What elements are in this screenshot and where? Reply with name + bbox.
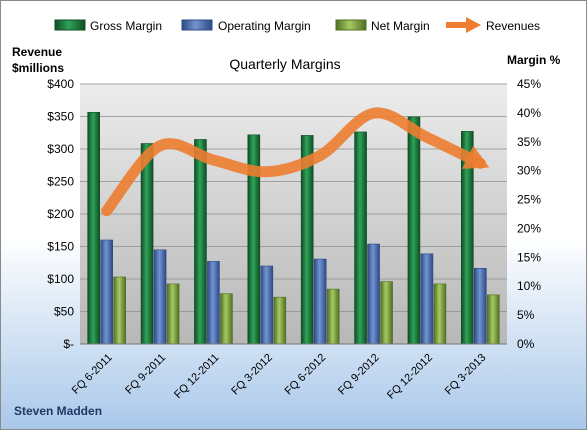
bar-gross-margin xyxy=(88,112,100,344)
bar-net-margin xyxy=(434,284,446,344)
right-tick-label: 25% xyxy=(517,193,541,207)
company-label: Steven Madden xyxy=(14,404,102,418)
right-tick-label: 20% xyxy=(517,221,541,235)
left-axis-title-line2: $millions xyxy=(12,61,64,75)
legend-swatch-operating-margin xyxy=(182,20,212,30)
left-tick-label: $250 xyxy=(47,175,74,189)
bar-net-margin xyxy=(327,289,339,344)
legend-label-net-margin: Net Margin xyxy=(371,19,430,33)
bar-net-margin xyxy=(381,282,393,344)
left-tick-label: $200 xyxy=(47,207,74,221)
left-tick-label: $- xyxy=(63,337,74,351)
right-axis-title: Margin % xyxy=(507,53,561,67)
bar-operating-margin xyxy=(154,250,166,344)
left-tick-label: $300 xyxy=(47,142,74,156)
legend-label-operating-margin: Operating Margin xyxy=(218,19,311,33)
bar-net-margin xyxy=(167,284,179,344)
right-tick-label: 35% xyxy=(517,135,541,149)
legend: Gross Margin Operating Margin Net Margin… xyxy=(55,17,540,33)
left-tick-label: $50 xyxy=(54,305,74,319)
right-tick-label: 30% xyxy=(517,164,541,178)
bar-gross-margin xyxy=(408,117,420,344)
right-tick-label: 0% xyxy=(517,337,535,351)
bar-operating-margin xyxy=(314,259,326,344)
bar-gross-margin xyxy=(141,144,153,344)
bar-gross-margin xyxy=(355,132,367,344)
legend-swatch-gross-margin xyxy=(55,20,85,30)
left-tick-label: $150 xyxy=(47,240,74,254)
bar-operating-margin xyxy=(101,240,113,344)
right-tick-label: 40% xyxy=(517,106,541,120)
bar-operating-margin xyxy=(421,254,433,344)
bar-net-margin xyxy=(114,277,126,344)
left-tick-label: $400 xyxy=(47,77,74,91)
legend-swatch-net-margin xyxy=(336,20,366,30)
bar-net-margin xyxy=(274,297,286,344)
left-tick-label: $350 xyxy=(47,110,74,124)
left-tick-label: $100 xyxy=(47,272,74,286)
bar-operating-margin xyxy=(261,266,273,344)
bar-gross-margin xyxy=(194,139,206,344)
legend-label-gross-margin: Gross Margin xyxy=(90,19,162,33)
left-axis-title-line1: Revenue xyxy=(12,45,62,59)
bar-operating-margin xyxy=(474,268,486,344)
right-tick-label: 5% xyxy=(517,308,535,322)
chart-title: Quarterly Margins xyxy=(229,56,340,72)
legend-label-revenues: Revenues xyxy=(486,19,540,33)
right-tick-label: 15% xyxy=(517,250,541,264)
bar-operating-margin xyxy=(368,244,380,344)
bar-net-margin xyxy=(487,295,499,344)
right-tick-label: 10% xyxy=(517,279,541,293)
right-tick-label: 45% xyxy=(517,77,541,91)
bar-operating-margin xyxy=(207,261,219,344)
bar-net-margin xyxy=(220,294,232,344)
